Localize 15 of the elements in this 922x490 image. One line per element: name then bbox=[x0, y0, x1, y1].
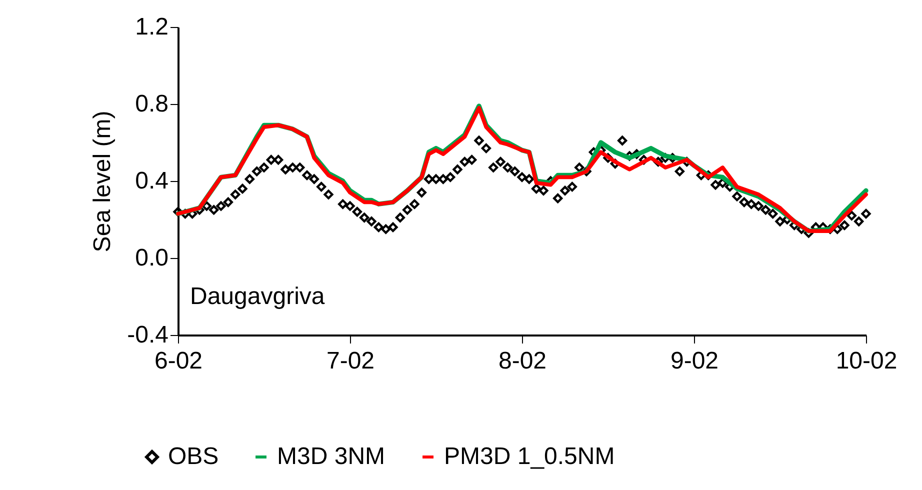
legend-label: M3D 3NM bbox=[277, 443, 386, 470]
y-tick-label: -0.4 bbox=[127, 322, 168, 348]
x-tick-label: 9-02 bbox=[670, 348, 719, 374]
y-axis-title: Sea level (m) bbox=[89, 110, 116, 252]
y-tick-label: 0.8 bbox=[135, 90, 168, 118]
x-tick-label: 8-02 bbox=[498, 348, 547, 374]
legend-label: PM3D 1_0.5NM bbox=[444, 443, 615, 470]
x-tick-label: 10-02 bbox=[836, 348, 898, 374]
annotation: Daugavgriva bbox=[190, 283, 326, 310]
y-tick-label: 0.0 bbox=[135, 244, 168, 272]
x-tick-label: 7-02 bbox=[326, 348, 375, 374]
x-tick-label: 6-02 bbox=[154, 348, 203, 374]
y-tick-label: 0.4 bbox=[135, 168, 168, 194]
legend-label: OBS bbox=[168, 443, 219, 470]
y-tick-label: 1.2 bbox=[135, 14, 168, 40]
